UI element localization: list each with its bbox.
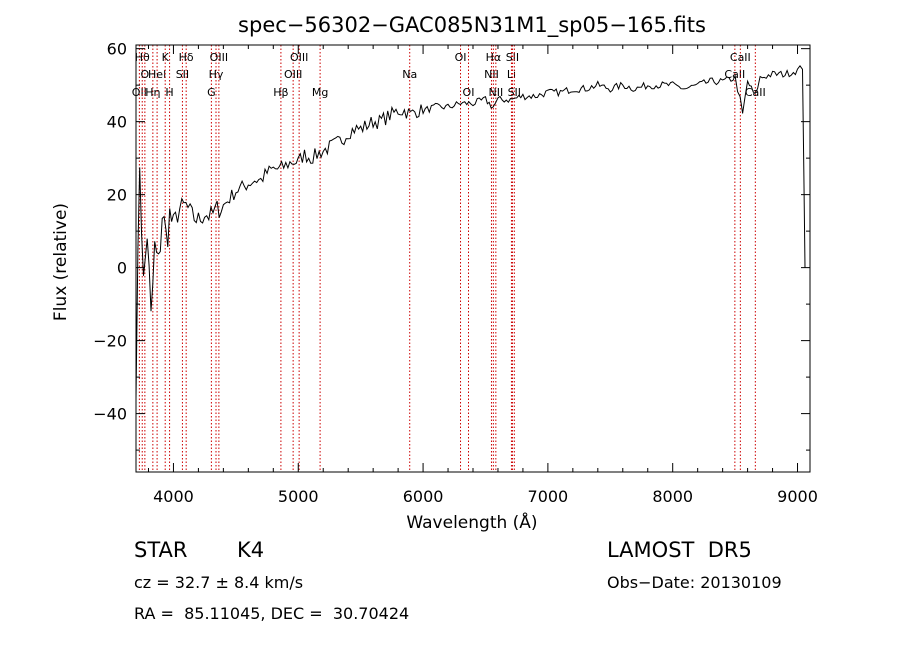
survey-release: LAMOST DR5 — [607, 538, 752, 562]
emission-line-markers: OIIHθOHηHelKHSIIHδGHγOIIIHβOIIIOIIIMgNaO… — [132, 45, 766, 472]
line-marker-label: H — [165, 86, 173, 99]
x-axis-label: Wavelength (Å) — [406, 511, 537, 533]
line-marker-label: Hγ — [209, 68, 224, 81]
line-marker-label: SII — [176, 68, 189, 81]
line-marker-label: NII — [488, 86, 503, 99]
line-marker-label: Hα — [486, 51, 502, 64]
line-marker-label: O — [141, 68, 150, 81]
line-marker-label: Hel — [148, 68, 166, 81]
object-subclass: K4 — [237, 538, 265, 562]
line-marker-label: Hη — [145, 86, 160, 99]
x-tick-label: 9000 — [777, 487, 818, 506]
y-tick-label: 40 — [107, 113, 127, 132]
line-marker-label: OI — [463, 86, 475, 99]
x-tick-label: 5000 — [278, 487, 319, 506]
x-tick-label: 6000 — [403, 487, 444, 506]
line-marker-label: NII — [484, 68, 499, 81]
observation-date: Obs−Date: 20130109 — [607, 573, 782, 592]
line-marker-label: CaII — [730, 51, 751, 64]
y-tick-label: 0 — [117, 259, 127, 278]
line-marker-label: K — [162, 51, 170, 64]
line-marker-label: SII — [508, 86, 521, 99]
line-marker-label: Li — [507, 68, 516, 81]
line-marker-label: OIII — [210, 51, 228, 64]
line-marker-label: CaII — [724, 68, 745, 81]
line-marker-label: OIII — [290, 51, 308, 64]
line-marker-label: G — [207, 86, 216, 99]
coordinates: RA = 85.11045, DEC = 30.70424 — [134, 604, 410, 623]
y-tick-label: −20 — [93, 332, 127, 351]
object-class: STAR — [134, 538, 188, 562]
line-marker-label: OI — [455, 51, 467, 64]
x-tick-label: 8000 — [652, 487, 693, 506]
y-tick-label: 20 — [107, 186, 127, 205]
x-tick-label: 7000 — [528, 487, 569, 506]
spectrum-series — [135, 64, 806, 400]
y-tick-label: −40 — [93, 405, 127, 424]
y-tick-label: 60 — [107, 40, 127, 59]
chart-title: spec−56302−GAC085N31M1_sp05−165.fits — [238, 13, 706, 38]
spectrum-line — [135, 64, 806, 400]
x-tick-label: 4000 — [153, 487, 194, 506]
line-marker-label: SII — [506, 51, 519, 64]
line-marker-label: Na — [402, 68, 417, 81]
plot-frame — [135, 44, 811, 473]
y-axis-label: Flux (relative) — [51, 203, 71, 321]
redshift-velocity: cz = 32.7 ± 8.4 km/s — [134, 573, 304, 592]
line-marker-label: Hδ — [179, 51, 194, 64]
axes: 4000 5000 6000 7000 8000 9000 −40 −20 0 20 40 60 — [93, 40, 818, 506]
line-marker-label: OIII — [284, 68, 302, 81]
line-marker-label: Mg — [312, 86, 328, 99]
line-marker-label: Hβ — [273, 86, 288, 99]
line-marker-label: Hθ — [135, 51, 150, 64]
